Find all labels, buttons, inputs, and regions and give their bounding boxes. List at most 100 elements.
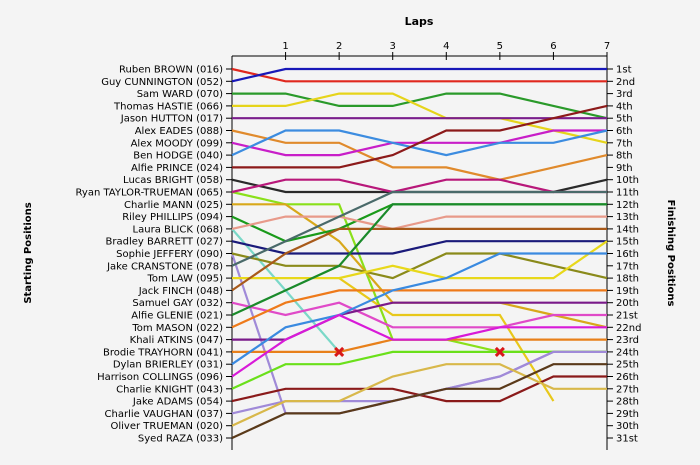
finishing-label: 24th	[616, 347, 639, 358]
series-line	[232, 104, 608, 169]
finishing-label: 31st	[616, 434, 638, 445]
starting-label: Charlie MANN (025)	[124, 200, 223, 211]
finishing-label: 4th	[616, 101, 633, 112]
starting-label: Guy CUNNINGTON (052)	[101, 77, 223, 88]
series-line	[231, 190, 607, 267]
series-line	[338, 277, 555, 402]
lap-tick-label: 4	[443, 41, 449, 52]
series-line	[231, 240, 607, 255]
finishing-label: 8th	[616, 151, 633, 162]
series-line	[232, 338, 607, 353]
series-line	[231, 252, 608, 280]
series-line	[231, 350, 607, 415]
finishing-label: 23rd	[616, 335, 639, 346]
series-line	[231, 129, 608, 181]
finishing-label: 12th	[616, 200, 639, 211]
series-line	[231, 67, 607, 83]
starting-label: Jake ADAMS (054)	[132, 397, 223, 408]
finishing-label: 19th	[616, 286, 639, 297]
retire-marker	[334, 346, 345, 357]
finishing-label: 1st	[616, 65, 632, 76]
finishing-label: 17th	[616, 261, 639, 272]
series-line	[232, 92, 608, 120]
marker-stroke	[494, 346, 505, 357]
finishing-label: 28th	[616, 397, 639, 408]
lap-tick-label: 3	[390, 41, 396, 52]
series-line	[231, 350, 607, 390]
starting-label: Brodie TRAYHORN (041)	[103, 347, 223, 358]
finishing-label: 6th	[616, 126, 633, 137]
starting-label: Bradley BARRETT (027)	[106, 237, 224, 248]
series-line	[232, 301, 607, 341]
starting-label: Tom LAW (095)	[147, 274, 224, 285]
chart-title: Laps	[405, 15, 434, 28]
starting-label: Lucas BRIGHT (058)	[123, 175, 223, 186]
series-line	[232, 92, 608, 144]
starting-label: Alex EADES (088)	[135, 126, 223, 137]
lap-ticks: 1 2 3 4 5 6 7	[282, 41, 610, 60]
starting-label: Charlie VAUGHAN (037)	[105, 409, 224, 420]
lap-tick-label: 2	[336, 41, 342, 52]
starting-label: Laura BLICK (068)	[133, 224, 224, 235]
series-line	[231, 252, 607, 366]
series-line	[231, 215, 607, 231]
lap-tick-label: 1	[282, 41, 288, 52]
starting-label: Thomas HASTIE (066)	[113, 101, 223, 112]
series-line	[232, 240, 608, 280]
finishing-label: 30th	[616, 421, 639, 432]
starting-label: Khali ATKINS (047)	[130, 335, 223, 346]
starting-label: Ruben BROWN (016)	[119, 65, 223, 76]
finishing-label: 11th	[616, 188, 639, 199]
starting-label: Riley PHILLIPS (094)	[122, 212, 223, 223]
finishing-label: 13th	[616, 212, 639, 223]
finishing-label: 25th	[616, 360, 639, 371]
starting-label: Jake CRANSTONE (078)	[106, 261, 223, 272]
starting-label: Sophie JEFFERY (090)	[116, 249, 223, 260]
starting-label: Ryan TAYLOR-TRUEMAN (065)	[76, 188, 224, 199]
starting-label: Alfie GLENIE (021)	[131, 311, 223, 322]
finishing-label: 27th	[616, 384, 639, 395]
starting-label: Oliver TRUEMAN (020)	[111, 421, 224, 432]
finishing-label: 7th	[616, 138, 633, 149]
starting-labels: Ruben BROWN (016)Guy CUNNINGTON (052)Sam…	[76, 65, 232, 445]
finishing-label: 26th	[616, 372, 639, 383]
starting-label: Alex MOODY (099)	[131, 138, 223, 149]
finishing-label: 10th	[616, 175, 639, 186]
finishing-label: 9th	[616, 163, 633, 174]
finishing-label: 29th	[616, 409, 639, 420]
series-line	[231, 203, 607, 316]
series-line	[231, 289, 607, 329]
position-lines	[230, 67, 608, 439]
series-line	[231, 363, 607, 439]
finishing-label: 22nd	[616, 323, 641, 334]
series-line	[231, 363, 607, 427]
finishing-label: 21st	[616, 311, 638, 322]
series-line	[231, 178, 607, 194]
starting-label: Charlie KNIGHT (043)	[116, 384, 223, 395]
finishing-positions-label: Finishing Positions	[665, 200, 676, 307]
marker-stroke	[334, 346, 345, 357]
starting-label: Jason HUTTON (017)	[120, 114, 223, 125]
finishing-label: 2nd	[616, 77, 635, 88]
finishing-label: 16th	[616, 249, 639, 260]
finishing-labels: 1st2nd3rd4th5th6th7th8th9th10th11th12th1…	[607, 65, 641, 445]
series-line	[231, 301, 607, 329]
series-line	[231, 227, 607, 292]
starting-label: Alfie PRINCE (024)	[131, 163, 223, 174]
starting-label: Ben HODGE (040)	[133, 151, 223, 162]
starting-label: Samuel GAY (032)	[132, 298, 223, 309]
series-line	[231, 67, 607, 83]
finishing-label: 5th	[616, 114, 633, 125]
starting-label: Harrison COLLINGS (096)	[97, 372, 223, 383]
starting-label: Sam WARD (070)	[137, 89, 223, 100]
starting-label: Tom MASON (022)	[131, 323, 223, 334]
starting-label: Jack FINCH (048)	[138, 286, 223, 297]
finishing-label: 18th	[616, 274, 639, 285]
finishing-label: 15th	[616, 237, 639, 248]
finishing-label: 20th	[616, 298, 639, 309]
starting-label: Syed RAZA (033)	[138, 434, 223, 445]
lap-tick-label: 5	[497, 41, 503, 52]
lap-tick-label: 7	[604, 41, 610, 52]
